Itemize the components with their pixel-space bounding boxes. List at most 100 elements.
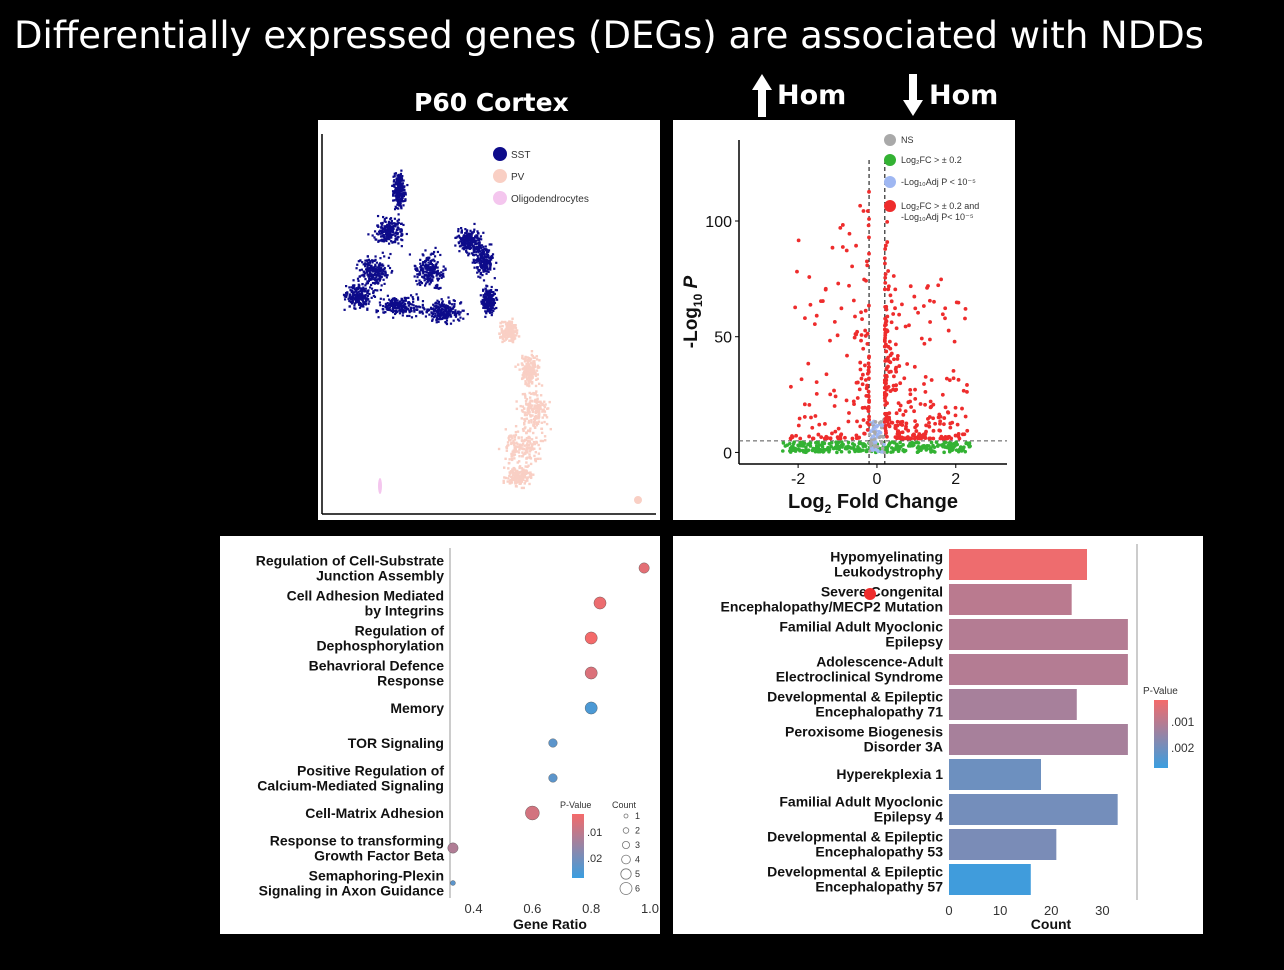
umap-pv-point xyxy=(533,369,536,372)
volcano-point-sig xyxy=(832,388,836,393)
umap-pv-point xyxy=(525,417,528,420)
volcano-point-ns xyxy=(880,450,884,454)
umap-sst-point xyxy=(380,284,383,287)
umap-sst-point xyxy=(404,191,407,195)
umap-sst-point xyxy=(351,284,355,287)
volcano-point-sig xyxy=(863,328,868,333)
volcano-point-sig xyxy=(894,365,898,370)
umap-sst-point xyxy=(375,269,378,272)
umap-pv-point xyxy=(531,443,535,446)
umap-sst-point xyxy=(422,306,425,309)
umap-sst-point xyxy=(388,234,391,237)
umap-sst-point xyxy=(423,308,426,311)
umap-pv-point xyxy=(500,327,503,331)
umap-sst-point xyxy=(396,203,399,206)
umap-sst-point xyxy=(348,286,351,289)
umap-sst-point xyxy=(381,240,384,243)
umap-sst-point xyxy=(445,314,448,317)
umap-sst-point xyxy=(479,255,483,258)
volcano-point-sig xyxy=(925,285,929,290)
umap-pv-point xyxy=(510,481,514,484)
umap-sst-point xyxy=(390,240,393,243)
volcano-point-sig xyxy=(883,281,888,285)
umap-sst-point xyxy=(483,257,486,260)
umap-sst-point xyxy=(385,276,388,279)
umap-sst-point xyxy=(475,243,478,246)
umap-sst-point xyxy=(394,238,397,241)
umap-sst-point xyxy=(400,308,403,311)
volcano-point-fc xyxy=(954,440,958,445)
umap-pv-point xyxy=(513,324,517,328)
umap-sst-point xyxy=(398,180,401,183)
volcano-point-sig xyxy=(865,428,870,432)
volcano-y-tick-label: 100 xyxy=(705,214,732,231)
volcano-point-sig xyxy=(790,434,794,438)
umap-sst-point xyxy=(486,259,489,262)
volcano-point-sig xyxy=(908,284,913,289)
umap-sst-point xyxy=(432,252,435,256)
umap-sst-point xyxy=(381,223,384,226)
umap-sst-point xyxy=(343,308,346,311)
umap-sst-point xyxy=(357,296,360,299)
umap-sst-point xyxy=(488,293,491,296)
umap-pv-point xyxy=(515,441,518,444)
umap-sst-point xyxy=(393,183,396,186)
volcano-point-sig xyxy=(885,434,889,439)
volcano-point-fc xyxy=(813,449,818,454)
umap-sst-point xyxy=(484,245,487,248)
volcano-point-ns xyxy=(877,435,882,440)
umap-sst-point xyxy=(419,264,423,268)
umap-sst-point xyxy=(438,274,442,277)
umap-pv-point xyxy=(504,338,508,341)
umap-pv-point xyxy=(526,471,530,475)
go-term-label: Response to transforming xyxy=(270,833,444,849)
umap-sst-point xyxy=(477,259,480,263)
umap-sst-point xyxy=(392,222,396,225)
umap-sst-point xyxy=(467,247,470,250)
volcano-point-fc xyxy=(850,442,855,446)
umap-pv-point xyxy=(534,384,538,388)
volcano-point-sig xyxy=(814,380,819,385)
volcano-point-sig xyxy=(909,436,914,441)
umap-sst-point xyxy=(438,309,441,312)
umap-sst-point xyxy=(383,274,386,277)
volcano-point-sig xyxy=(865,263,870,268)
umap-pv-point xyxy=(528,475,531,478)
umap-sst-point xyxy=(361,294,364,298)
umap-sst-point xyxy=(399,176,402,180)
umap-sst-point xyxy=(366,295,370,298)
umap-sst-point xyxy=(433,255,437,258)
umap-sst-point xyxy=(428,269,431,272)
umap-sst-point xyxy=(474,241,477,244)
umap-sst-point xyxy=(440,276,443,280)
umap-sst-point xyxy=(400,194,403,197)
go-count-legend-marker xyxy=(623,813,629,819)
umap-sst-point xyxy=(452,319,455,322)
umap-pv-point xyxy=(513,435,517,439)
umap-pv-point xyxy=(503,334,507,338)
go-term-label: Response xyxy=(377,673,444,689)
umap-pv-point xyxy=(523,470,527,473)
umap-sst-point xyxy=(486,309,489,312)
umap-sst-point xyxy=(421,303,424,307)
umap-sst-point xyxy=(374,281,377,284)
umap-sst-point xyxy=(365,299,368,302)
umap-sst-point xyxy=(496,298,499,301)
volcano-point-sig xyxy=(923,431,928,436)
umap-pv-point xyxy=(524,480,527,483)
umap-sst-point xyxy=(399,198,402,201)
volcano-point-sig xyxy=(960,406,964,411)
umap-sst-point xyxy=(454,244,457,247)
umap-sst-point xyxy=(345,284,348,288)
volcano-point-fc xyxy=(934,440,939,445)
volcano-point-sig xyxy=(836,426,841,431)
umap-sst-point xyxy=(386,231,389,235)
umap-sst-point xyxy=(395,306,399,310)
volcano-point-sig xyxy=(847,283,851,288)
volcano-point-sig xyxy=(861,418,866,422)
umap-sst-point xyxy=(466,313,469,316)
umap-sst-cluster xyxy=(342,169,499,326)
umap-pv-point xyxy=(514,424,518,428)
umap-sst-point xyxy=(378,279,381,282)
